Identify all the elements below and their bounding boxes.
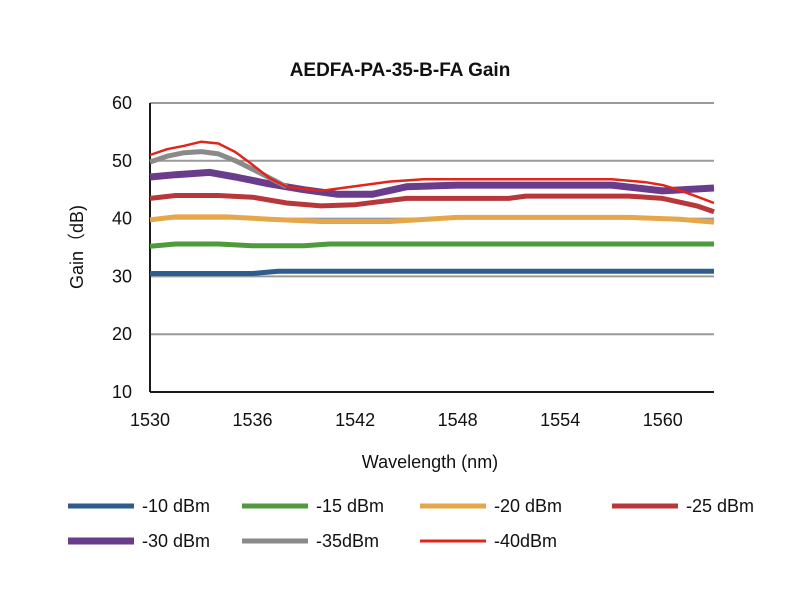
- y-tick-labels: 10 20 30 40 50 60: [112, 93, 132, 402]
- x-tick-label: 1554: [540, 410, 580, 430]
- x-tick-label: 1542: [335, 410, 375, 430]
- chart-title: AEDFA-PA-35-B-FA Gain: [290, 60, 511, 81]
- series-line-1: [150, 268, 714, 276]
- series-lines: [149, 140, 715, 276]
- legend-label-1: -10 dBm: [142, 496, 210, 516]
- legend-label-4: -25 dBm: [686, 496, 754, 516]
- y-tick-label: 40: [112, 209, 132, 229]
- y-tick-label: 10: [112, 382, 132, 402]
- y-tick-label: 20: [112, 324, 132, 344]
- series-line-5: [149, 168, 715, 198]
- x-tick-label: 1560: [643, 410, 683, 430]
- y-tick-label: 30: [112, 266, 132, 286]
- x-tick-label: 1536: [233, 410, 273, 430]
- legend-label-5: -30 dBm: [142, 531, 210, 551]
- x-axis-label: Wavelength (nm): [362, 452, 498, 472]
- legend: -10 dBm -15 dBm -20 dBm -25 dBm -30 dBm -35dB…: [68, 496, 754, 551]
- legend-label-7: -40dBm: [494, 531, 557, 551]
- legend-label-3: -20 dBm: [494, 496, 562, 516]
- y-tick-label: 60: [112, 93, 132, 113]
- x-tick-label: 1530: [130, 410, 170, 430]
- legend-label-2: -15 dBm: [316, 496, 384, 516]
- y-axis-label: Gain（dB): [67, 205, 87, 289]
- legend-label-6: -35dBm: [316, 531, 379, 551]
- y-tick-label: 50: [112, 151, 132, 171]
- x-tick-label: 1548: [438, 410, 478, 430]
- series-line-4: [149, 193, 715, 215]
- series-line-3: [149, 214, 715, 225]
- series-line-7: [149, 140, 715, 205]
- x-tick-labels: 1530 1536 1542 1548 1554 1560: [130, 410, 683, 430]
- series-line-2: [149, 241, 714, 249]
- series-line-6: [149, 149, 288, 190]
